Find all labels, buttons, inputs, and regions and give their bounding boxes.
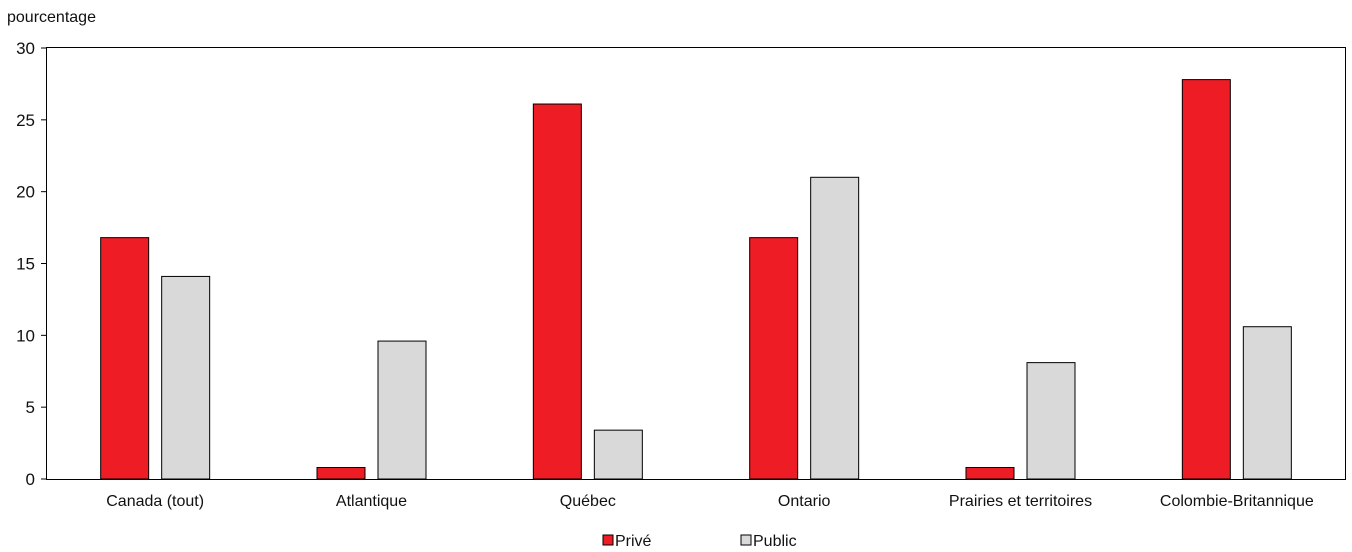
y-axis-label: pourcentage (7, 9, 96, 26)
bar-prive (316, 467, 366, 480)
bar-prive (965, 467, 1015, 480)
bar-public (161, 275, 211, 480)
bar-prive (749, 237, 799, 480)
x-category-label: Prairies et territoires (949, 493, 1092, 510)
y-tick-label: 25 (16, 111, 35, 130)
bar-prive (532, 103, 582, 480)
y-tick-label: 0 (26, 470, 35, 489)
legend-swatch (740, 534, 752, 546)
x-category-label: Ontario (778, 493, 831, 510)
bar-prive (100, 237, 150, 480)
bar-prive (1181, 79, 1231, 480)
bar-public (1242, 326, 1292, 480)
y-tick-label: 5 (26, 398, 35, 417)
legend: Privé Public (602, 533, 797, 550)
bar-public (377, 340, 427, 480)
legend-swatch (602, 534, 614, 546)
legend-label: Public (753, 533, 797, 550)
bar-public (1026, 362, 1076, 480)
legend-label: Privé (615, 533, 652, 550)
x-category-label: Canada (tout) (106, 493, 204, 510)
y-tick-label: 20 (16, 183, 35, 202)
plot-area-frame (46, 47, 1346, 480)
y-axis-ticks: 0 5 10 15 20 25 30 (16, 39, 47, 489)
y-tick-label: 15 (16, 255, 35, 274)
y-tick-label: 30 (16, 39, 35, 58)
x-category-label: Québec (560, 493, 616, 510)
x-axis-categories: Canada (tout) Atlantique Québec Ontario Prai… (106, 493, 1314, 510)
bar-series (100, 79, 1292, 480)
x-category-label: Colombie-Britannique (1160, 493, 1314, 510)
x-category-label: Atlantique (336, 493, 407, 510)
bar-public (810, 176, 860, 480)
bar-public (593, 429, 643, 480)
y-tick-label: 10 (16, 326, 35, 345)
